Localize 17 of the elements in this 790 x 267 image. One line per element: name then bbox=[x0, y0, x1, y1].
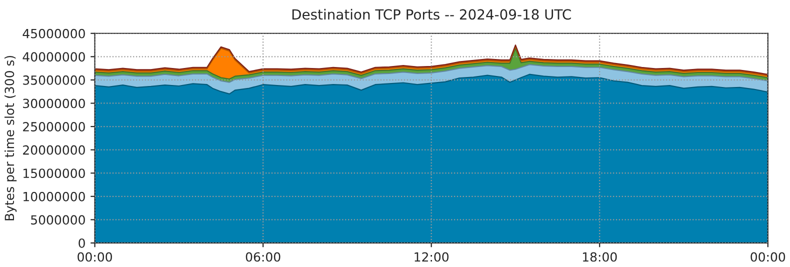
y-tick-label: 25000000 bbox=[23, 122, 85, 132]
x-tick-label: 00:00 bbox=[78, 252, 112, 262]
y-tick-label: 20000000 bbox=[23, 145, 85, 155]
x-tick-label: 18:00 bbox=[582, 252, 617, 262]
y-tick-label: 10000000 bbox=[24, 192, 85, 202]
y-tick-label: 40000000 bbox=[22, 52, 85, 62]
x-tick-label: 06:00 bbox=[246, 252, 280, 262]
y-tick-label: 30000000 bbox=[23, 98, 85, 108]
y-tick-label: 5000000 bbox=[31, 215, 85, 225]
chart-title: Destination TCP Ports -- 2024-09-18 UTC bbox=[292, 8, 571, 20]
x-tick-label: 00:00 bbox=[750, 252, 786, 262]
x-tick-label: 12:00 bbox=[414, 252, 449, 262]
y-tick-label: 35000000 bbox=[23, 75, 85, 85]
y-tick-label: 0 bbox=[78, 238, 85, 248]
y-tick-label: 45000000 bbox=[22, 28, 85, 38]
y-axis-title: Bytes per time slot (300 s) bbox=[4, 56, 17, 220]
y-tick-label: 15000000 bbox=[24, 168, 85, 178]
